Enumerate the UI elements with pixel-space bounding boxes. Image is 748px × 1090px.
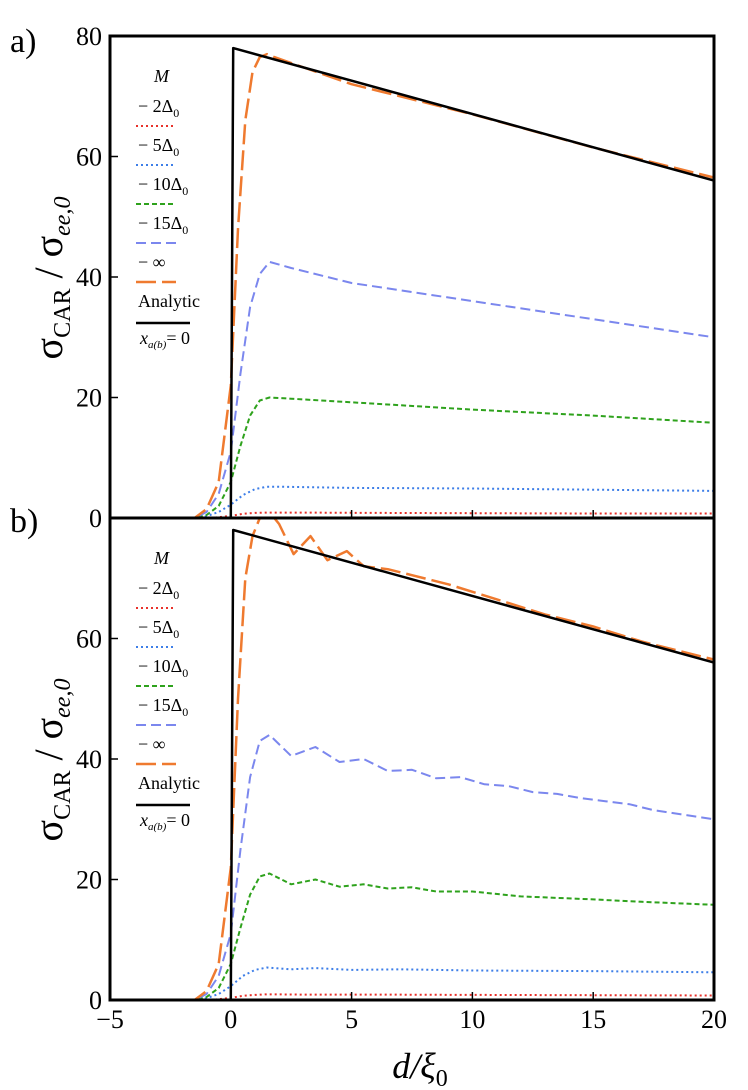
x-axis-label: d/ξ0 — [392, 1046, 447, 1090]
x-tick-label: 10 — [459, 1005, 485, 1034]
series-line-150 — [110, 733, 714, 1000]
series-line-20 — [110, 511, 714, 518]
y-tick-label: 20 — [76, 866, 102, 895]
panel-label-a: a) — [10, 23, 36, 60]
series-line-inf — [110, 518, 714, 1000]
legend-label: − 15Δ0 — [138, 695, 188, 719]
panel-b-series — [110, 518, 714, 1000]
legend-label: − 15Δ0 — [138, 213, 188, 237]
legend-label: − ∞ — [138, 734, 166, 754]
panel-b-y-axis-label: σCAR / σee,0 — [26, 679, 76, 842]
panel-label-b: b) — [10, 503, 38, 540]
panel-a-series — [110, 46, 714, 518]
panel-b-frame — [108, 516, 716, 1002]
legend-label: − 2Δ0 — [138, 578, 179, 602]
legend-note: xa(b)= 0 — [139, 810, 190, 833]
series-line-100 — [110, 872, 714, 1000]
legend-label: − 2Δ0 — [138, 96, 179, 120]
series-line-analytic — [110, 46, 714, 518]
series-line-50 — [110, 966, 714, 1000]
y-tick-label: 80 — [76, 22, 102, 51]
x-tick-label: −5 — [96, 1005, 124, 1034]
y-tick-label: 20 — [76, 384, 102, 413]
panel-b-ticks — [109, 517, 715, 1001]
panel-b-y-tick-labels: 0 20 40 60 — [76, 625, 102, 1016]
legend-label: − 5Δ0 — [138, 617, 179, 641]
panel-b-x-tick-labels: −5 0 5 10 15 20 — [96, 1005, 727, 1034]
series-line-20 — [110, 993, 714, 1000]
series-line-inf — [110, 52, 714, 518]
legend-label: − 5Δ0 — [138, 135, 179, 159]
panel-b-legend: M − 2Δ0 − 5Δ0 − 10Δ0 − 15Δ0 − ∞ Analytic xa(b)=… — [136, 548, 200, 833]
series-line-150 — [110, 260, 714, 518]
series-line-100 — [110, 396, 714, 518]
legend-label: Analytic — [138, 291, 200, 311]
y-tick-label: 40 — [76, 263, 102, 292]
legend-label: − 10Δ0 — [138, 656, 188, 680]
series-line-50 — [110, 485, 714, 518]
legend-label: Analytic — [138, 773, 200, 793]
x-tick-label: 15 — [580, 1005, 606, 1034]
series-line-analytic — [110, 528, 714, 1000]
legend-note: xa(b)= 0 — [139, 328, 190, 351]
y-tick-label: 60 — [76, 625, 102, 654]
panel-a-frame — [108, 34, 716, 520]
panel-a-ticks — [109, 35, 715, 519]
panel-a-legend: M − 2Δ0 − 5Δ0 − 10Δ0 − 15Δ0 − ∞ Analytic xa(b)=… — [136, 66, 200, 351]
legend-header: M — [153, 66, 170, 86]
y-tick-label: 0 — [89, 986, 102, 1015]
x-tick-label: 5 — [345, 1005, 358, 1034]
y-tick-label: 60 — [76, 143, 102, 172]
x-tick-label: 0 — [224, 1005, 237, 1034]
y-tick-label: 40 — [76, 745, 102, 774]
panel-a-y-axis-label: σCAR / σee,0 — [26, 197, 76, 360]
legend-header: M — [153, 548, 170, 568]
legend-label: − 10Δ0 — [138, 174, 188, 198]
x-tick-label: 20 — [701, 1005, 727, 1034]
panel-a: a) 0 20 40 60 80 M − 2Δ0 − 5Δ0 − 10Δ0 − 15Δ0 − ∞ A… — [10, 22, 716, 533]
legend-label: − ∞ — [138, 252, 166, 272]
panel-a-y-tick-labels: 0 20 40 60 80 — [76, 22, 102, 533]
y-tick-label: 0 — [89, 504, 102, 533]
